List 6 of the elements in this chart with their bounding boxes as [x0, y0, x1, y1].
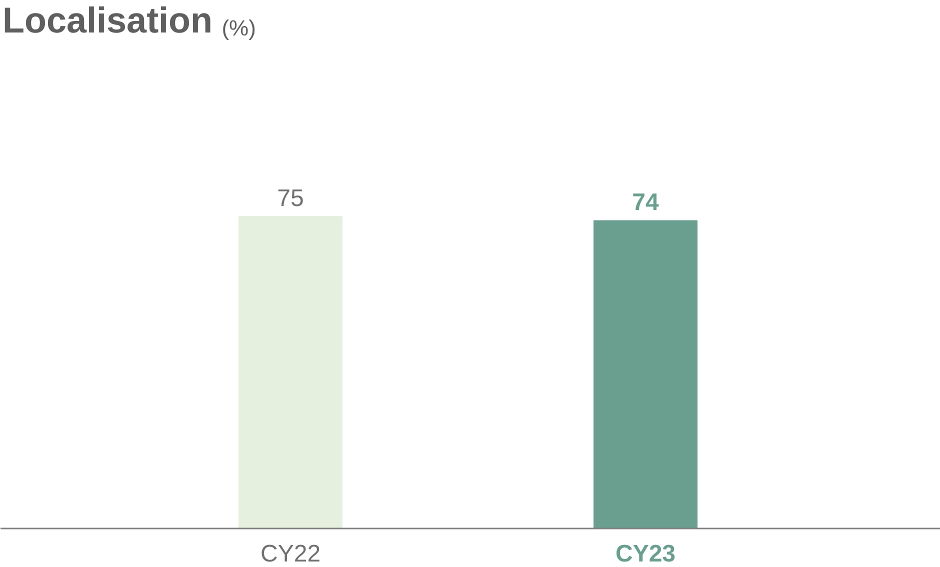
text: (%) [222, 16, 256, 40]
data-label: 75 [277, 185, 304, 212]
x-tick-label: CY23 [615, 540, 676, 567]
data-label: 74 [632, 189, 660, 216]
chart-title: Localisation [2, 0, 213, 40]
x-tick-label: CY22 [260, 540, 321, 567]
